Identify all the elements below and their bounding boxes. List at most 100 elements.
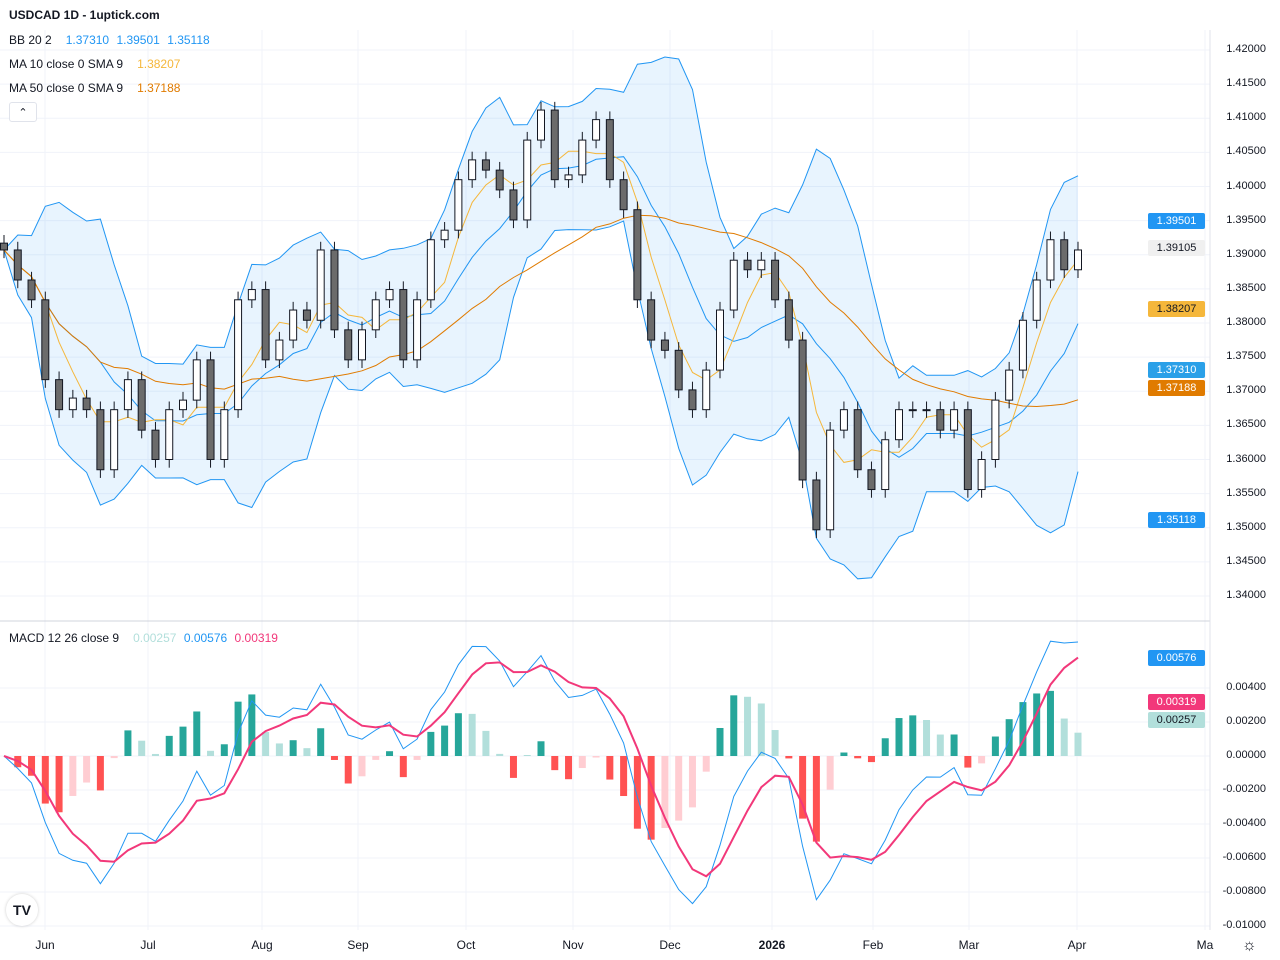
- gear-icon[interactable]: ☼: [1242, 937, 1257, 954]
- macd-histogram-bar: [1046, 690, 1054, 756]
- candle-body: [619, 179, 628, 211]
- candle-body: [82, 397, 91, 411]
- macd-tick-label: 0.00200: [1226, 715, 1266, 727]
- candle-body: [358, 329, 366, 361]
- macd-histogram-bar: [537, 741, 545, 756]
- macd-tick-label: -0.00600: [1222, 851, 1266, 863]
- candle-body: [165, 409, 174, 460]
- macd-hist-value: 0.00257: [133, 631, 177, 645]
- candle-body: [330, 249, 339, 331]
- candle-body: [192, 359, 201, 401]
- candle-body: [936, 409, 945, 431]
- bb-label: BB 20 2: [9, 33, 52, 47]
- macd-histogram-bar: [936, 734, 944, 756]
- candle-body: [1018, 319, 1027, 371]
- candle-body: [771, 259, 780, 301]
- candle-body: [647, 299, 656, 341]
- macd-histogram-bar: [468, 713, 476, 756]
- macd-tick-label: 0.00400: [1226, 681, 1266, 693]
- legend-bb[interactable]: BB 20 2 1.37310 1.39501 1.35118: [9, 33, 214, 47]
- macd-histogram-bar: [386, 751, 394, 756]
- macd-line-value: 0.00576: [183, 631, 228, 645]
- price-tick-label: 1.41000: [1226, 111, 1266, 124]
- candle-body: [605, 119, 614, 181]
- macd-histogram-bar: [482, 730, 490, 756]
- candle-body: [977, 459, 986, 491]
- candle-body: [688, 389, 697, 411]
- time-tick-label: Sep: [347, 938, 369, 952]
- candle-body: [963, 409, 972, 491]
- candle-body: [991, 399, 1000, 460]
- macd-tick-label: -0.00800: [1222, 885, 1266, 897]
- time-tick-label: Dec: [659, 938, 681, 952]
- collapse-legend-button[interactable]: ⌃: [9, 102, 37, 122]
- macd-histogram-bar: [496, 753, 504, 756]
- macd-histogram-bar: [854, 756, 862, 759]
- macd-histogram-bar: [124, 730, 132, 756]
- macd-histogram-bar: [193, 711, 201, 756]
- price-tick-label: 1.36500: [1226, 418, 1266, 431]
- candle-body: [578, 139, 587, 176]
- candle-body: [633, 209, 642, 301]
- legend-ma10[interactable]: MA 10 close 0 SMA 9 1.38207: [9, 57, 184, 71]
- ma10-tag: 1.38207: [1148, 300, 1205, 317]
- candles: [0, 101, 1082, 538]
- bb-upper-value: 1.39501: [116, 33, 160, 47]
- candle-body: [55, 379, 64, 411]
- macd-histogram-bar: [454, 713, 462, 756]
- candle-body: [523, 139, 532, 221]
- candle-body: [27, 279, 36, 301]
- macd-histogram-bar: [675, 756, 683, 821]
- macd-histogram-bar: [551, 756, 559, 771]
- candle-body: [881, 439, 890, 491]
- macd-histogram-bar: [399, 756, 407, 778]
- tradingview-logo[interactable]: TV: [6, 894, 38, 926]
- candle-body: [123, 379, 132, 411]
- macd-histogram-bar: [110, 756, 118, 759]
- candle-body: [261, 289, 270, 361]
- time-tick-label: Apr: [1067, 938, 1087, 952]
- macd-histogram-bar: [41, 756, 49, 804]
- macd-histogram-bar: [1060, 718, 1068, 756]
- candle-body: [454, 179, 463, 231]
- candle-body: [702, 369, 711, 411]
- bb-lower-tag: 1.35118: [1148, 511, 1205, 528]
- macd-histogram-bar: [1005, 719, 1013, 756]
- candle-body: [0, 242, 8, 251]
- legend-macd[interactable]: MACD 12 26 close 9 0.00257 0.00576 0.003…: [9, 631, 282, 645]
- candle-body: [1032, 279, 1041, 321]
- ma50-tag: 1.37188: [1148, 380, 1205, 397]
- bb-basis-line: [3, 156, 1079, 458]
- candle-body: [922, 409, 931, 412]
- bollinger-bands: [3, 56, 1079, 580]
- macd-histogram-bar: [1019, 702, 1027, 756]
- candle-body: [440, 229, 449, 241]
- bb-fill: [4, 57, 1078, 579]
- ma10-value: 1.38207: [137, 57, 181, 71]
- bb-lower-line: [3, 220, 1079, 580]
- candle-body: [413, 299, 422, 361]
- legend-ma50[interactable]: MA 50 close 0 SMA 9 1.37188: [9, 81, 184, 95]
- ma10-line: [3, 150, 1079, 463]
- ma50-value: 1.37188: [137, 81, 181, 95]
- candle-body: [826, 429, 835, 531]
- macd-histogram-bar: [565, 756, 573, 780]
- candle-body: [399, 289, 408, 361]
- logo-text: TV: [13, 902, 31, 918]
- candle-body: [96, 409, 105, 471]
- candle-body: [798, 339, 807, 481]
- macd-histogram-bar: [730, 695, 738, 756]
- price-tick-label: 1.35500: [1226, 486, 1266, 499]
- macd-histogram-bar: [647, 756, 655, 840]
- candle-body: [839, 409, 848, 431]
- candle-body: [743, 259, 752, 271]
- macd-signal-value: 0.00319: [234, 631, 278, 645]
- macd-histogram-bar: [702, 756, 710, 772]
- candle-body: [674, 349, 683, 391]
- macd-histogram-bar: [991, 736, 999, 756]
- candle-body: [716, 309, 724, 371]
- macd-tick-label: -0.00400: [1222, 817, 1266, 829]
- candle-body: [592, 119, 601, 141]
- price-tick-label: 1.41500: [1226, 77, 1266, 90]
